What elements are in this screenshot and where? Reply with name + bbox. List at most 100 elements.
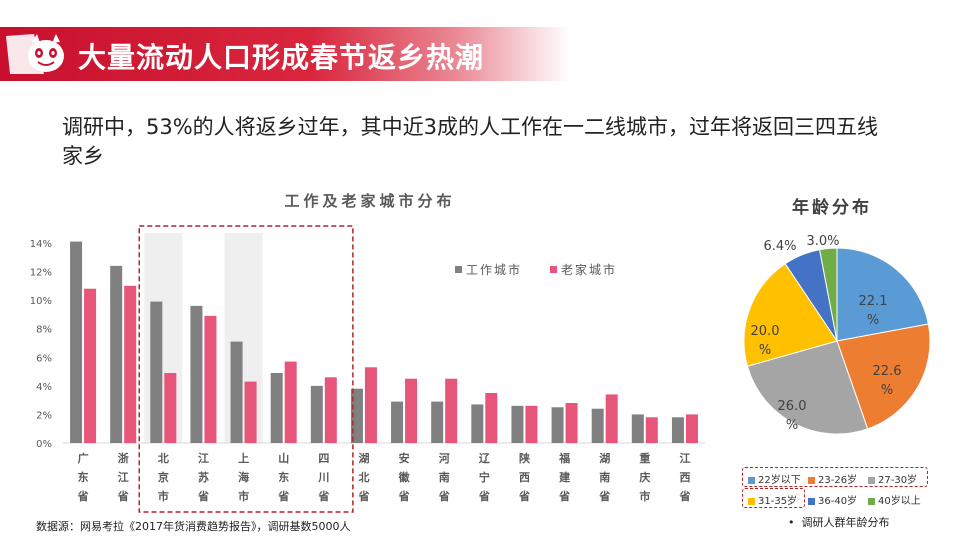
category-label-char: 市 xyxy=(158,489,169,503)
category-label-char: 省 xyxy=(77,489,89,503)
category-label-char: 辽 xyxy=(479,452,491,465)
category-label-char: 宁 xyxy=(479,470,490,484)
pie-legend-swatch xyxy=(748,476,755,484)
category-label-char: 四 xyxy=(318,452,329,465)
category-label-char: 西 xyxy=(519,471,530,484)
category-label-char: 省 xyxy=(398,489,410,503)
pie-legend-item: 40岁以上 xyxy=(868,492,921,507)
legend-swatch xyxy=(455,266,462,273)
shaded-column-bg xyxy=(144,233,183,443)
pie-legend-label: 36-40岁 xyxy=(818,496,858,507)
city-distribution-bar-chart: 工作及老家城市分布0%2%4%6%8%10%12%14%广东省浙江省北京市江苏省… xyxy=(30,192,705,513)
category-label-char: 湖 xyxy=(358,451,369,465)
home-city-bar xyxy=(244,381,257,443)
subtitle-text: 调研中，53%的人将返乡过年，其中近3成的人工作在一二线城市，过年将返回三四五线… xyxy=(62,115,879,168)
work-city-bar xyxy=(350,388,363,443)
pie-data-label: 22.6 xyxy=(873,364,902,379)
pie-legend-item: 23-26岁 xyxy=(808,471,857,486)
category-label-char: 南 xyxy=(599,470,610,484)
age-distribution-pie-chart: 年龄分布 22.1% 22.6% 26.0% 20.0% 6.4% 3.0% xyxy=(743,197,931,435)
pie-slice xyxy=(836,247,930,342)
pie-legend-label: 40岁以上 xyxy=(878,496,921,507)
home-city-bar xyxy=(685,414,698,443)
category-label-char: 省 xyxy=(598,489,610,503)
bar-chart-title: 工作及老家城市分布 xyxy=(284,192,455,210)
home-city-bar xyxy=(204,315,217,443)
category-label-char: 省 xyxy=(678,489,690,503)
category-label-char: 山 xyxy=(278,451,289,465)
y-tick-label: 2% xyxy=(36,410,52,421)
pie-data-label: 6.4% xyxy=(763,239,796,254)
category-label-char: 省 xyxy=(518,489,530,503)
category-label-char: 东 xyxy=(278,470,289,484)
category-label-char: 陕 xyxy=(519,451,530,465)
pie-legend-item: 27-30岁 xyxy=(868,471,917,486)
category-label-char: 广 xyxy=(78,451,89,465)
pie-legend-swatch xyxy=(808,497,815,505)
category-label-char: 苏 xyxy=(198,470,209,484)
category-label-char: 徽 xyxy=(398,470,411,484)
category-label-char: 上 xyxy=(238,451,249,465)
mascot-logo-icon xyxy=(6,34,64,74)
pie-data-label-unit: % xyxy=(759,343,771,358)
pie-legend-highlight-box xyxy=(742,467,928,487)
category-label-char: 省 xyxy=(558,489,570,503)
category-label-char: 省 xyxy=(197,489,209,503)
category-label-char: 江 xyxy=(679,451,690,465)
pie-data-label-unit: % xyxy=(867,313,879,328)
y-tick-label: 6% xyxy=(36,353,52,364)
category-label-char: 省 xyxy=(117,489,129,503)
title-banner xyxy=(0,27,570,81)
legend-label: 老家城市 xyxy=(561,262,617,277)
pie-legend-swatch xyxy=(868,476,875,484)
pie-slice xyxy=(819,247,838,342)
category-label-char: 江 xyxy=(118,470,129,484)
home-city-bar xyxy=(605,394,618,443)
pie-footnote-text: 调研人群年龄分布 xyxy=(801,516,890,529)
pie-footnote: • 调研人群年龄分布 xyxy=(788,516,890,529)
pie-data-label-unit: % xyxy=(881,383,893,398)
category-label-char: 川 xyxy=(317,471,329,484)
work-city-bar xyxy=(631,414,644,443)
home-city-bar xyxy=(565,403,578,443)
category-label-char: 省 xyxy=(277,489,289,503)
work-city-bar xyxy=(150,301,163,443)
work-city-bar xyxy=(190,305,203,443)
y-tick-label: 14% xyxy=(30,239,52,250)
work-city-bar xyxy=(471,404,484,443)
pie-legend-item: 22岁以下 xyxy=(748,471,801,486)
pie-legend-highlight-box-2 xyxy=(742,488,805,508)
home-city-bar xyxy=(124,285,137,443)
home-city-bar xyxy=(525,405,538,443)
pie-legend-swatch xyxy=(808,476,815,484)
pie-data-label: 22.1 xyxy=(859,294,888,309)
pie-data-label: 26.0 xyxy=(778,399,807,414)
category-label-char: 东 xyxy=(78,470,89,484)
category-label-char: 福 xyxy=(558,451,570,465)
home-city-bar xyxy=(445,378,458,443)
pie-legend-item: 31-35岁 xyxy=(748,492,797,507)
legend-label: 工作城市 xyxy=(466,262,522,277)
home-city-bar xyxy=(364,367,377,443)
category-label-char: 建 xyxy=(559,470,571,484)
pie-legend-label: 22岁以下 xyxy=(758,475,801,486)
y-tick-label: 12% xyxy=(30,268,52,279)
home-city-bar xyxy=(324,377,337,443)
pie-legend-item: 36-40岁 xyxy=(808,492,857,507)
pie-slice xyxy=(743,263,838,367)
category-label-char: 北 xyxy=(158,451,169,465)
category-label-char: 北 xyxy=(358,470,369,484)
category-label-char: 湖 xyxy=(599,451,610,465)
category-label-char: 省 xyxy=(317,489,329,503)
y-tick-label: 8% xyxy=(36,325,52,336)
y-tick-label: 10% xyxy=(30,296,52,307)
work-city-bar xyxy=(230,341,243,443)
work-city-bar xyxy=(270,373,283,443)
category-label-char: 省 xyxy=(438,489,450,503)
home-city-bar xyxy=(284,361,297,443)
home-city-bar xyxy=(84,288,97,443)
work-city-bar xyxy=(591,408,604,443)
category-label-char: 重 xyxy=(639,451,650,465)
pie-slice xyxy=(746,340,869,435)
data-source: 数据源：网易考拉《2017年货消费趋势报告》，调研基数5000人 xyxy=(36,520,351,533)
